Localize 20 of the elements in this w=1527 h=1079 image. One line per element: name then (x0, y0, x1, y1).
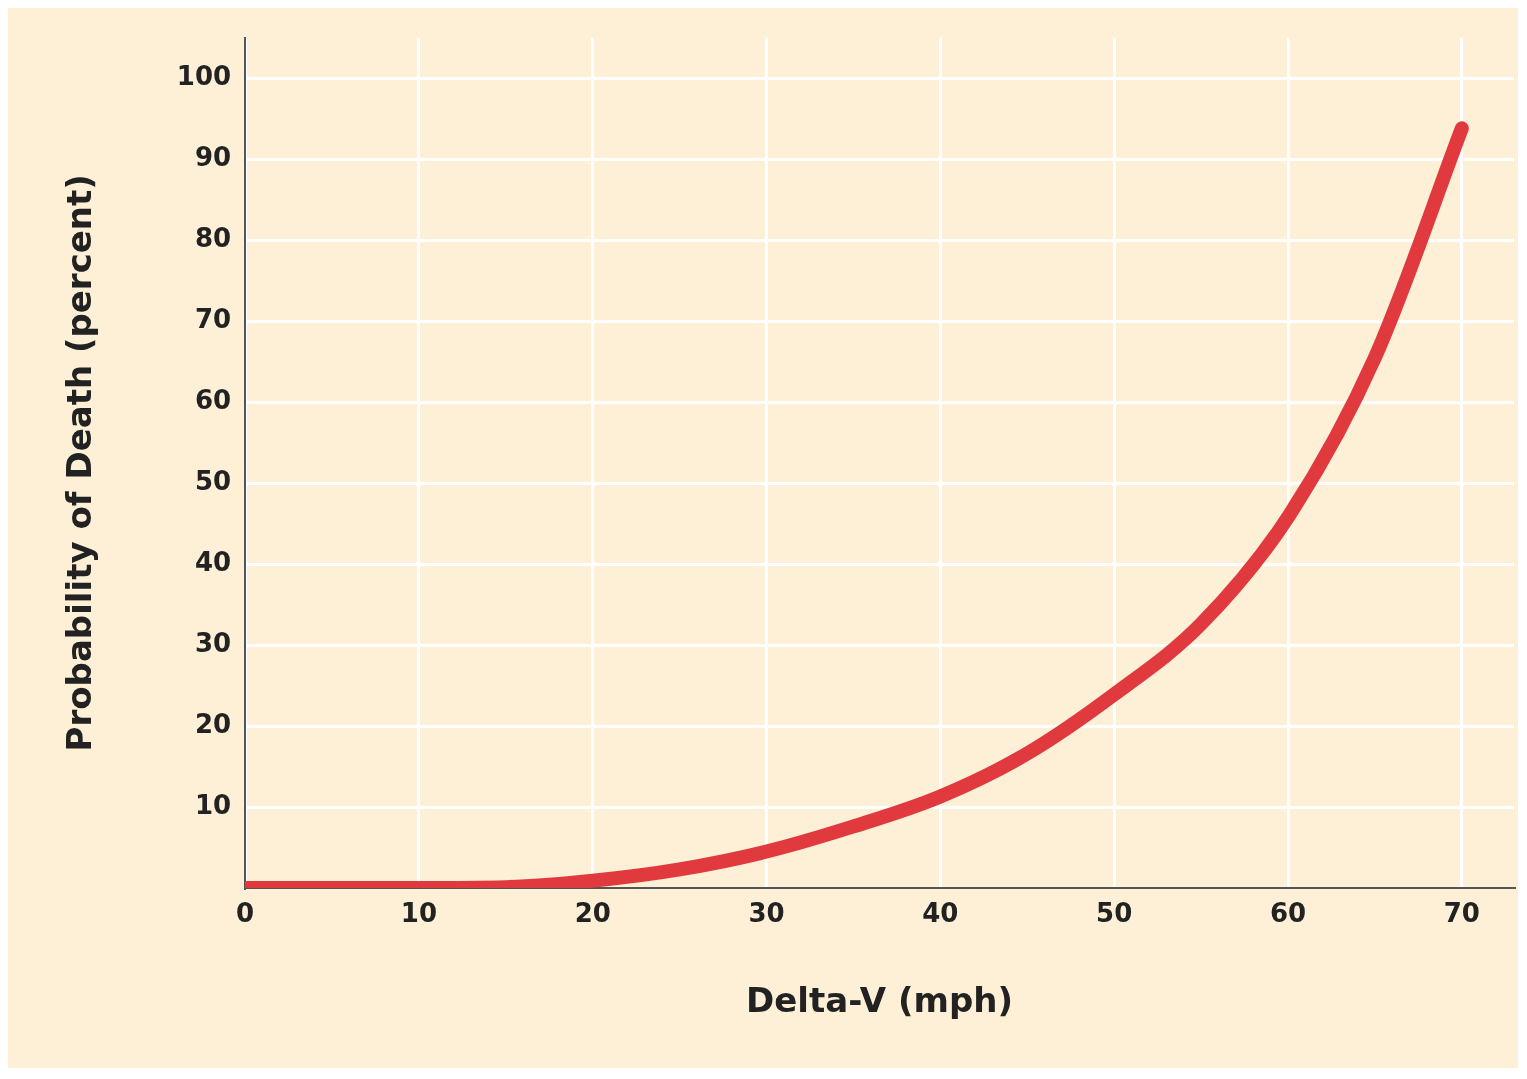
x-tick-label: 70 (1443, 898, 1480, 929)
x-tick-label: 60 (1269, 898, 1307, 929)
y-tick-label: 100 (176, 60, 232, 91)
x-tick-label: 10 (400, 898, 437, 929)
x-tick-label: 20 (574, 898, 611, 929)
y-tick-label: 10 (194, 789, 232, 820)
x-tick-label: 50 (1096, 898, 1133, 929)
y-axis-title: Probability of Death (percent) (59, 174, 100, 752)
y-tick-label: 80 (194, 222, 232, 253)
x-tick-label: 0 (236, 898, 255, 929)
y-tick-label: 70 (194, 303, 232, 334)
y-tick-label: 90 (194, 141, 232, 172)
x-tick-label: 40 (922, 898, 959, 929)
y-tick-label: 50 (194, 465, 232, 496)
x-tick-label: 30 (748, 898, 785, 929)
y-tick-label: 30 (194, 627, 232, 658)
y-tick-label: 40 (194, 546, 232, 577)
y-tick-label: 20 (194, 708, 232, 739)
x-axis-title: Delta-V (mph) (746, 980, 1014, 1021)
y-tick-label: 60 (194, 384, 232, 415)
